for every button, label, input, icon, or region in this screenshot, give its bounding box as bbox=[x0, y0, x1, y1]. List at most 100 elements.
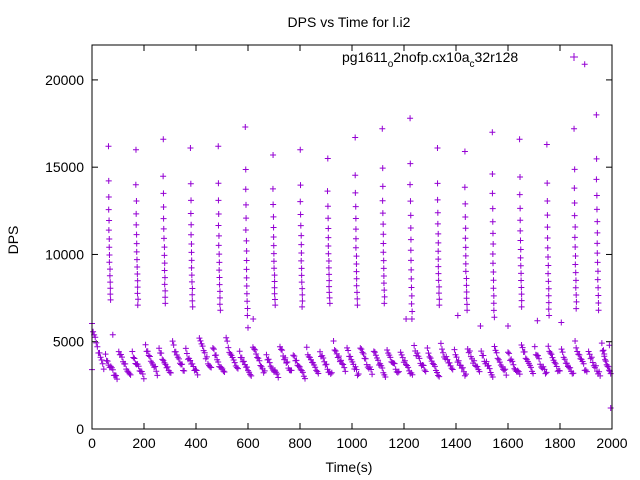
data-point bbox=[490, 277, 497, 284]
data-point bbox=[175, 355, 182, 362]
data-point bbox=[196, 335, 203, 342]
data-point bbox=[371, 349, 378, 356]
data-point bbox=[416, 355, 423, 362]
data-point bbox=[593, 155, 600, 162]
data-point bbox=[352, 172, 359, 179]
data-point bbox=[209, 344, 216, 351]
data-point bbox=[380, 257, 387, 264]
data-point bbox=[330, 337, 337, 344]
data-point bbox=[279, 347, 286, 354]
data-point bbox=[133, 240, 140, 247]
data-point bbox=[247, 371, 254, 378]
data-point bbox=[210, 346, 217, 353]
data-point bbox=[444, 356, 451, 363]
data-point bbox=[271, 296, 278, 303]
plot-frame bbox=[91, 44, 613, 430]
data-point bbox=[359, 349, 366, 356]
data-point bbox=[598, 340, 605, 347]
data-point bbox=[172, 348, 179, 355]
data-point bbox=[589, 359, 596, 366]
data-point bbox=[593, 192, 600, 199]
data-point bbox=[592, 362, 599, 369]
data-point bbox=[518, 284, 525, 291]
data-point bbox=[401, 357, 408, 364]
data-point bbox=[489, 374, 496, 381]
data-point bbox=[105, 193, 112, 200]
data-point bbox=[325, 215, 332, 222]
data-point bbox=[160, 190, 167, 197]
data-point bbox=[269, 185, 276, 192]
data-point bbox=[596, 368, 603, 375]
data-point bbox=[275, 374, 282, 381]
data-point bbox=[188, 221, 195, 228]
data-point bbox=[573, 305, 580, 312]
data-point bbox=[296, 363, 303, 370]
data-point bbox=[352, 134, 359, 141]
data-point bbox=[422, 368, 429, 375]
data-point bbox=[379, 210, 386, 217]
data-point bbox=[208, 364, 215, 371]
data-point bbox=[387, 354, 394, 361]
data-point bbox=[353, 282, 360, 289]
data-point bbox=[453, 354, 460, 361]
data-point bbox=[353, 268, 360, 275]
data-point bbox=[139, 371, 146, 378]
data-point bbox=[380, 249, 387, 256]
data-point bbox=[518, 297, 525, 304]
data-point bbox=[352, 244, 359, 251]
data-point bbox=[496, 359, 503, 366]
data-point bbox=[313, 367, 320, 374]
data-point bbox=[225, 344, 232, 351]
data-point bbox=[490, 307, 497, 314]
data-point bbox=[216, 267, 223, 274]
legend-label-part: 2nofp.cx10a bbox=[393, 49, 469, 65]
data-point bbox=[545, 306, 552, 313]
data-point bbox=[99, 360, 106, 367]
data-point bbox=[446, 359, 453, 366]
data-point bbox=[362, 355, 369, 362]
data-point bbox=[435, 277, 442, 284]
data-point bbox=[600, 347, 607, 354]
data-point bbox=[156, 345, 163, 352]
data-point bbox=[105, 177, 112, 184]
data-point bbox=[290, 352, 297, 359]
legend-marker bbox=[570, 53, 578, 61]
data-point bbox=[243, 257, 250, 264]
data-point bbox=[434, 144, 441, 151]
data-point bbox=[274, 371, 281, 378]
data-point bbox=[161, 252, 168, 259]
data-point bbox=[107, 266, 114, 273]
data-point bbox=[161, 244, 168, 251]
x-tick-label: 600 bbox=[236, 435, 260, 451]
data-point bbox=[370, 348, 377, 355]
data-point bbox=[257, 362, 264, 369]
data-point bbox=[152, 363, 159, 370]
data-point bbox=[144, 348, 151, 355]
data-point bbox=[297, 146, 304, 153]
data-point bbox=[544, 234, 551, 241]
data-point bbox=[154, 372, 161, 379]
data-point bbox=[162, 294, 169, 301]
data-point bbox=[291, 353, 298, 360]
data-point bbox=[344, 344, 351, 351]
data-point bbox=[129, 348, 136, 355]
data-point bbox=[216, 251, 223, 258]
data-point bbox=[146, 353, 153, 360]
data-point bbox=[534, 352, 541, 359]
data-point bbox=[545, 253, 552, 260]
data-point bbox=[556, 367, 563, 374]
data-point bbox=[92, 334, 99, 341]
data-point bbox=[332, 347, 339, 354]
data-point bbox=[244, 305, 251, 312]
data-point bbox=[372, 352, 379, 359]
data-point bbox=[375, 357, 382, 364]
data-point bbox=[436, 283, 443, 290]
data-point bbox=[270, 258, 277, 265]
data-point bbox=[379, 183, 386, 190]
data-point bbox=[341, 364, 348, 371]
data-point bbox=[505, 349, 511, 356]
data-point bbox=[245, 324, 251, 331]
data-point bbox=[302, 375, 309, 382]
data-point bbox=[270, 201, 277, 208]
